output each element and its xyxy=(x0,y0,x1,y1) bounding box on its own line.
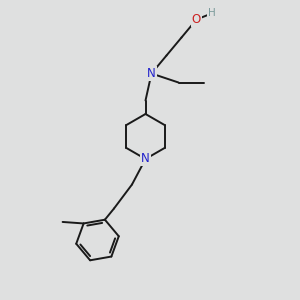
Text: H: H xyxy=(208,8,215,19)
Text: N: N xyxy=(147,67,156,80)
Text: N: N xyxy=(141,152,150,166)
Text: O: O xyxy=(192,13,201,26)
